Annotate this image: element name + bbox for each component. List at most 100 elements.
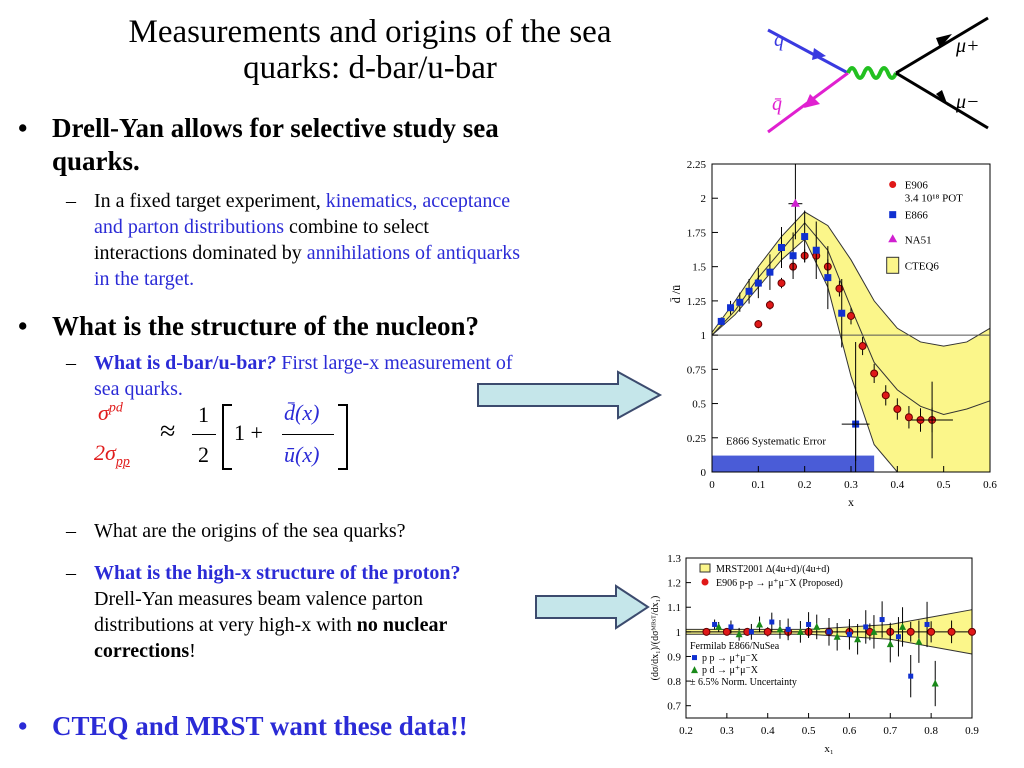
- sub4-end: !: [189, 640, 196, 662]
- x-tick-label: 0.5: [802, 725, 816, 737]
- x-tick-label: 0.9: [965, 725, 979, 737]
- x-tick-label: 0.2: [679, 725, 693, 737]
- y-tick-label: 0.9: [667, 651, 681, 663]
- x-axis-label: x: [848, 495, 854, 509]
- e866-point: [754, 279, 762, 287]
- legend-e906-marker: [701, 578, 709, 586]
- x-tick-label: 0.5: [937, 479, 951, 491]
- dbar-ubar-chart: 0 0.25 0.5 0.75 1 1.25 1.5 1.75 2 2.25 0 0.1 0.2 0.3 0…: [669, 159, 997, 509]
- y-axis-label: (dσ/dx₁)/(dσᴹᴿˢᵀ/dx₁): [650, 596, 661, 681]
- e866-point: [801, 233, 809, 241]
- pp-point: [863, 624, 869, 630]
- e906-point: [765, 300, 774, 309]
- pp-point: [924, 621, 930, 627]
- legend-pot: 3.4 10¹⁸ POT: [905, 193, 963, 205]
- pp-point: [806, 621, 812, 627]
- pp-point: [785, 626, 791, 632]
- e906-point: [858, 342, 867, 351]
- bullet-dot: •: [18, 311, 28, 341]
- sub1-blue-3: annihilations of antiquarks: [306, 242, 521, 264]
- pd-point: [756, 620, 764, 628]
- legend-mrst: MRST2001 Δ(4u+d)/(4u+d): [716, 564, 830, 575]
- e906-point: [702, 627, 711, 636]
- page-title: Measurements and origins of the sea quar…: [40, 14, 700, 86]
- pd-point: [735, 630, 743, 638]
- e866-point: [778, 244, 785, 252]
- formula: σpd 2σpp ≈ 1 2 1 + d̄(x) ū(x): [94, 400, 374, 474]
- annotation-line-4: ± 6.5% Norm. Uncertainty: [690, 677, 797, 688]
- muon-minus-arrow: [936, 90, 948, 106]
- e906-point: [754, 320, 763, 329]
- title-line-1: Measurements and origins of the sea: [128, 14, 612, 50]
- approx-sign: ≈: [160, 416, 176, 447]
- muon-plus-arrow: [936, 34, 952, 48]
- e866-point: [789, 252, 797, 260]
- e866-point: [838, 309, 846, 317]
- e906-point: [927, 627, 936, 636]
- bullet-2: What is the structure of the nucleon?: [52, 311, 479, 341]
- bullet-3: CTEQ and MRST want these data!!: [52, 711, 468, 741]
- mu-plus-label: μ+: [955, 35, 980, 57]
- pd-point: [915, 637, 923, 645]
- x-tick-label: 0.4: [890, 479, 904, 491]
- formula-num: σpd: [98, 400, 123, 425]
- pd-point: [854, 635, 862, 643]
- pp-point: [748, 629, 754, 635]
- pd-point: [870, 627, 878, 635]
- feynman-diagram: q q̄ μ+ μ−: [767, 16, 989, 134]
- y-tick-label: 1.2: [667, 578, 681, 590]
- sub-bullet-3: – What are the origins of the sea quarks…: [66, 518, 654, 544]
- half-den: 2: [198, 442, 209, 467]
- sub1-text: In a fixed target experiment,: [94, 190, 326, 212]
- e906-point: [835, 284, 844, 293]
- half-num: 1: [198, 402, 209, 427]
- e906-point: [881, 391, 890, 400]
- e906-point: [906, 627, 915, 636]
- e866-point: [736, 298, 744, 306]
- annotation-line-1: Fermilab E866/NuSea: [690, 641, 780, 652]
- sub4-question: What is the high-x structure of the prot…: [94, 562, 461, 584]
- legend-cteq6-marker: [886, 256, 900, 274]
- fraction-bar-2: [282, 434, 334, 435]
- bullet-dot: •: [18, 113, 28, 143]
- title-line-2: quarks: d-bar/u-bar: [243, 50, 497, 86]
- legend-e866-marker: [889, 211, 897, 219]
- e906-point: [777, 279, 786, 288]
- right-bracket: [338, 404, 348, 470]
- one-plus: 1 +: [234, 420, 263, 445]
- antiquark-arrow: [804, 94, 820, 108]
- sub2-rest: First large-x measurement of: [276, 352, 513, 374]
- pp-point: [879, 617, 885, 623]
- x-tick-label: 0.6: [843, 725, 857, 737]
- x-tick-label: 0.7: [883, 725, 897, 737]
- mrst-ratio-chart: 0.7 0.8 0.9 1 1.1 1.2 1.3 0.2 0.3 0.4 0.5 0.6 0.7 0.8…: [650, 553, 979, 755]
- systematic-error-band: [712, 455, 875, 472]
- sub4-bold: no nuclear: [356, 614, 448, 636]
- ubar-x: ū(x): [284, 442, 320, 467]
- e906-point: [847, 311, 855, 320]
- cteq6-band: [711, 211, 991, 473]
- x-tick-label: 0.2: [798, 479, 812, 491]
- legend-e906: E906 p-p → μ⁺μ⁻X (Proposed): [716, 578, 843, 589]
- y-tick-label: 0.25: [687, 433, 707, 445]
- x-tick-label: 0.8: [924, 725, 938, 737]
- bullet-1-line-a: Drell-Yan allows for selective study sea: [52, 113, 499, 143]
- systematic-error-label: E866 Systematic Error: [726, 436, 827, 448]
- e906-point: [870, 369, 879, 378]
- formula-den: 2σpp: [94, 440, 130, 470]
- sub-bullet-1: – In a fixed target experiment, kinemati…: [66, 188, 654, 292]
- legend-pp-marker: [692, 655, 697, 661]
- pp-point: [895, 634, 901, 640]
- annotation-line-3: p d → μ⁺μ⁻X: [702, 665, 759, 676]
- y-tick-label: 1.25: [687, 296, 707, 308]
- y-tick-label: 0.75: [687, 364, 707, 376]
- sub2-rest-2: sea quarks.: [94, 378, 183, 400]
- sub3-text: What are the origins of the sea quarks?: [94, 520, 406, 542]
- q-label: q: [774, 29, 784, 51]
- x-tick-label: 0.1: [751, 479, 765, 491]
- y-axis-label: d̄ /ū: [669, 285, 683, 303]
- y-tick-label: 1.1: [667, 602, 681, 614]
- legend-e866: E866: [905, 210, 929, 222]
- y-tick-label: 1.5: [692, 262, 706, 274]
- sub1-blue-4: in the target.: [94, 268, 195, 290]
